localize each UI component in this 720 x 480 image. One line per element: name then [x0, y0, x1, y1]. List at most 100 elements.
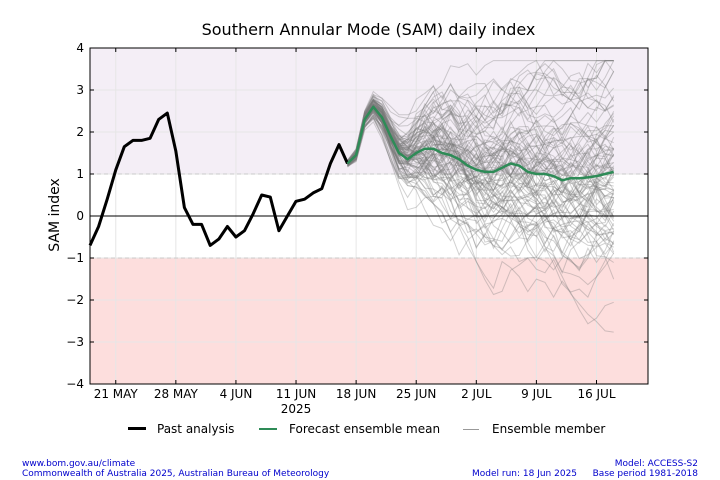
ensemble-member-line-12 — [347, 110, 615, 274]
ensemble-member-line-71 — [347, 105, 615, 218]
ensemble-member-line-65 — [347, 108, 614, 248]
ensemble-member-line-47 — [347, 109, 615, 174]
footer-left: www.bom.gov.au/climate Commonwealth of A… — [22, 459, 329, 479]
x-tick-label-5: 25 JUN — [396, 387, 436, 401]
footer-base-period: Base period 1981-2018 — [592, 469, 698, 479]
ensemble-member-line-41 — [347, 60, 614, 163]
y-tick-label-0: 4 — [76, 41, 84, 55]
legend-swatch-past — [128, 427, 146, 430]
footer-copyright: Commonwealth of Australia 2025, Australi… — [22, 469, 330, 479]
ensemble-member-line-42 — [347, 60, 615, 166]
ensemble-member-line-93 — [347, 60, 614, 164]
x-tick-label-8: 16 JUL — [577, 387, 615, 401]
x-year-label: 2025 — [281, 402, 312, 416]
y-tick-label-6: −2 — [66, 293, 84, 307]
legend: Past analysis Forecast ensemble mean Ens… — [0, 422, 720, 440]
y-tick-label-8: −4 — [66, 377, 84, 391]
x-tick-label-0: 21 MAY — [94, 387, 139, 401]
ensemble-member-line-28 — [347, 90, 615, 217]
ensemble-member-line-50 — [347, 109, 614, 213]
ensemble-member-line-4 — [347, 114, 614, 219]
y-tick-label-4: 0 — [76, 209, 84, 223]
ensemble-member-line-73 — [347, 110, 615, 218]
ensemble-member-line-18 — [347, 104, 615, 176]
ensemble-member-line-56 — [347, 113, 615, 286]
ensemble-member-line-77 — [347, 114, 615, 211]
ensemble-member-line-32 — [347, 103, 615, 218]
ensemble-member-line-70 — [347, 100, 615, 191]
ensemble-member-line-98 — [347, 103, 615, 189]
ensemble-member-line-39 — [347, 103, 614, 177]
ensemble-member-line-19 — [347, 108, 614, 256]
ensemble-member-line-36 — [347, 104, 615, 231]
ensemble-member-line-95 — [347, 106, 615, 246]
ensemble-member-line-60 — [347, 78, 614, 163]
ensemble-member-line-90 — [347, 82, 615, 219]
ensemble-member-line-25 — [347, 107, 615, 208]
y-tick-label-5: −1 — [66, 251, 84, 265]
ensemble-member-line-3 — [347, 59, 615, 163]
ensemble-member-line-51 — [347, 111, 615, 220]
ensemble-member-line-59 — [347, 60, 614, 162]
legend-swatch-mean — [259, 428, 277, 430]
x-tick-label-7: 9 JUL — [521, 387, 552, 401]
ensemble-member-line-9 — [347, 94, 614, 163]
footer-model: Model: ACCESS-S2 — [614, 459, 698, 469]
ensemble-member-line-44 — [347, 101, 614, 241]
ensemble-member-line-2 — [347, 108, 614, 263]
footer-right: Model: ACCESS-S2 Base period 1981-2018 — [593, 459, 698, 479]
ensemble-member-line-15 — [347, 105, 615, 178]
ensemble-mean-line — [346, 105, 614, 182]
ensemble-member-line-74 — [347, 105, 615, 228]
legend-swatch-ensemble — [463, 429, 479, 430]
ensemble-member-line-84 — [347, 105, 615, 249]
ensemble-member-line-66 — [347, 96, 614, 224]
ensemble-member-line-34 — [347, 60, 614, 195]
ensemble-member-line-10 — [347, 76, 614, 161]
footer-model-run: Model run: 18 Jun 2025 — [472, 469, 578, 479]
ensemble-member-line-14 — [347, 100, 615, 195]
ensemble-member-line-67 — [347, 111, 614, 232]
ensemble-member-line-45 — [347, 96, 615, 168]
y-tick-label-7: −3 — [66, 335, 84, 349]
footer-url: www.bom.gov.au/climate — [22, 459, 136, 469]
ensemble-member-line-94 — [347, 98, 615, 225]
ensemble-member-line-11 — [347, 104, 614, 325]
ensemble-member-line-16 — [347, 59, 615, 163]
x-tick-label-6: 2 JUL — [461, 387, 492, 401]
ensemble-member-line-52 — [347, 116, 614, 214]
legend-label-ensemble: Ensemble member — [492, 422, 606, 436]
ensemble-member-line-55 — [347, 110, 614, 206]
ensemble-member-line-31 — [347, 84, 614, 174]
ensemble-member-line-68 — [347, 98, 614, 174]
ensemble-member-line-30 — [347, 98, 615, 263]
x-tick-label-1: 28 MAY — [154, 387, 199, 401]
ensemble-member-line-17 — [347, 94, 615, 184]
ensemble-member-line-22 — [347, 106, 615, 238]
chart-title: Southern Annular Mode (SAM) daily index — [201, 20, 536, 39]
x-tick-label-3: 11 JUN — [276, 387, 316, 401]
legend-label-mean: Forecast ensemble mean — [289, 422, 441, 436]
ensemble-member-line-82 — [347, 111, 614, 197]
ensemble-member-line-57 — [347, 102, 615, 217]
ensemble-member-line-37 — [347, 69, 615, 161]
ensemble-member-line-0 — [347, 98, 614, 184]
ensemble-member-line-46 — [347, 104, 615, 299]
ensemble-member-line-96 — [347, 60, 614, 166]
y-tick-label-3: 1 — [76, 167, 84, 181]
shaded-band-1 — [90, 258, 648, 384]
ensemble-member-line-35 — [347, 103, 615, 203]
ensemble-member-line-61 — [347, 116, 615, 233]
y-tick-label-1: 3 — [76, 83, 84, 97]
ensemble-member-line-23 — [347, 108, 615, 272]
ensemble-member-line-62 — [347, 114, 614, 257]
ensemble-member-line-48 — [347, 108, 615, 256]
ensemble-member-line-86 — [347, 95, 615, 181]
ensemble-member-line-7 — [347, 105, 614, 193]
ensemble-member-line-81 — [347, 60, 614, 162]
legend-label-past: Past analysis — [157, 422, 235, 436]
ensemble-member-line-79 — [347, 110, 615, 218]
y-tick-label-2: 2 — [76, 125, 84, 139]
x-tick-label-4: 18 JUN — [336, 387, 376, 401]
